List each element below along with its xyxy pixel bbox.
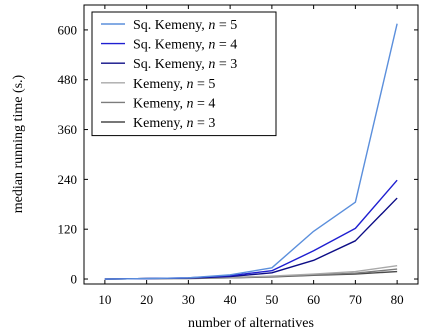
y-tick-label: 600 <box>58 22 78 37</box>
legend-entry-label: Kemeny, n = 5 <box>133 77 215 92</box>
y-tick-label: 480 <box>58 72 78 87</box>
series-line-1 <box>104 23 398 280</box>
legend-label-variable: n <box>208 57 215 72</box>
x-axis-label: number of alternatives <box>188 316 314 331</box>
legend-entry-label: Sq. Kemeny, n = 4 <box>133 38 237 53</box>
legend-label-variable: n <box>208 38 215 53</box>
x-axis: 10 20 30 40 50 60 70 80 <box>98 5 404 307</box>
x-tick-label: 70 <box>349 292 362 307</box>
series-line-3 <box>104 197 398 280</box>
series-line-2 <box>104 179 398 280</box>
legend-label-value: = 5 <box>194 77 216 92</box>
legend-label-value: = 3 <box>215 57 237 72</box>
legend: Sq. Kemeny, n = 5Sq. Kemeny, n = 4Sq. Ke… <box>91 11 277 137</box>
series-line-4 <box>104 265 398 280</box>
y-axis-label: median running time (s.) <box>11 74 26 213</box>
legend-label-value: = 4 <box>194 96 216 111</box>
series-layer <box>104 23 398 280</box>
legend-label-text: Kemeny, <box>133 116 187 131</box>
y-tick-label: 120 <box>58 222 78 237</box>
x-tick-label: 40 <box>224 292 237 307</box>
y-tick-label: 360 <box>58 122 78 137</box>
x-tick-label: 20 <box>140 292 153 307</box>
x-tick-label: 10 <box>98 292 111 307</box>
legend-label-text: Sq. Kemeny, <box>133 57 208 72</box>
legend-box <box>91 11 277 137</box>
legend-label-variable: n <box>187 77 194 92</box>
legend-entry-label: Kemeny, n = 4 <box>133 96 215 111</box>
legend-entry-label: Sq. Kemeny, n = 3 <box>133 57 237 72</box>
legend-label-text: Kemeny, <box>133 77 187 92</box>
legend-label-text: Sq. Kemeny, <box>133 38 208 53</box>
y-tick-label: 240 <box>58 172 78 187</box>
legend-label-variable: n <box>187 96 194 111</box>
y-axis: 0 120 240 360 480 600 <box>58 22 418 287</box>
x-tick-label: 80 <box>391 292 404 307</box>
legend-label-variable: n <box>187 116 194 131</box>
y-tick-label: 0 <box>71 272 78 287</box>
x-tick-label: 60 <box>307 292 320 307</box>
x-tick-label: 30 <box>182 292 195 307</box>
legend-label-value: = 4 <box>215 38 237 53</box>
legend-label-variable: n <box>208 18 215 33</box>
legend-entry-label: Sq. Kemeny, n = 5 <box>133 18 237 33</box>
legend-entry-label: Kemeny, n = 3 <box>133 116 215 131</box>
legend-label-text: Sq. Kemeny, <box>133 18 208 33</box>
legend-label-text: Kemeny, <box>133 96 187 111</box>
legend-label-value: = 3 <box>194 116 216 131</box>
x-tick-label: 50 <box>265 292 278 307</box>
legend-label-value: = 5 <box>215 18 237 33</box>
plot-frame <box>83 4 419 285</box>
